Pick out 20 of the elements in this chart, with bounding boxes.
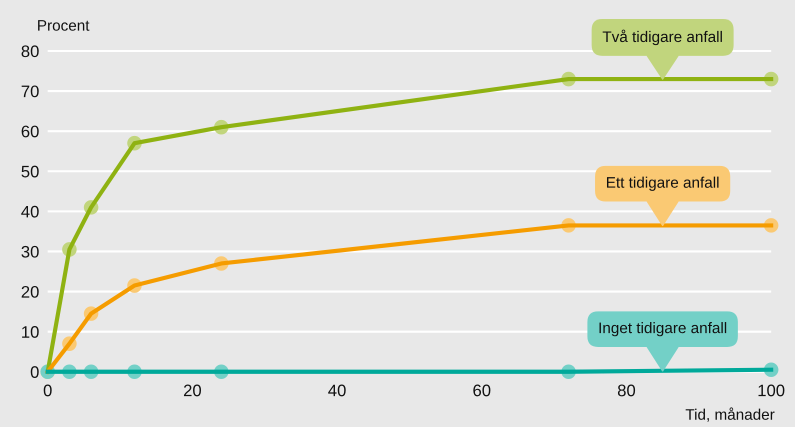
y-tick-label: 80 — [22, 45, 39, 58]
text: Inget tidigare anfall — [600, 322, 726, 336]
text: Två tidigare anfall — [602, 30, 722, 46]
x-tick-label: 80 — [618, 384, 636, 396]
y-tick-label: 40 — [21, 206, 39, 218]
y-tick-label: 60 — [22, 126, 39, 138]
y-axis-title: Procent — [38, 20, 90, 31]
y-tick-label: 20 — [22, 286, 39, 298]
y-tick-label: 70 — [22, 85, 39, 98]
x-axis-title: Tid, månader — [686, 407, 775, 422]
x-tick-label: 20 — [184, 384, 202, 396]
y-tick-label: 10 — [22, 326, 39, 338]
y-tick-label: 50 — [21, 166, 39, 178]
x-tick-label: 40 — [328, 384, 346, 396]
x-tick-label: 0 — [44, 384, 52, 396]
y-tick-label: 0 — [30, 366, 39, 378]
text: Ett tidigare anfall — [606, 176, 719, 191]
x-tick-label: 100 — [758, 384, 784, 396]
y-tick-label: 30 — [21, 246, 39, 258]
x-tick-label: 60 — [473, 384, 490, 396]
